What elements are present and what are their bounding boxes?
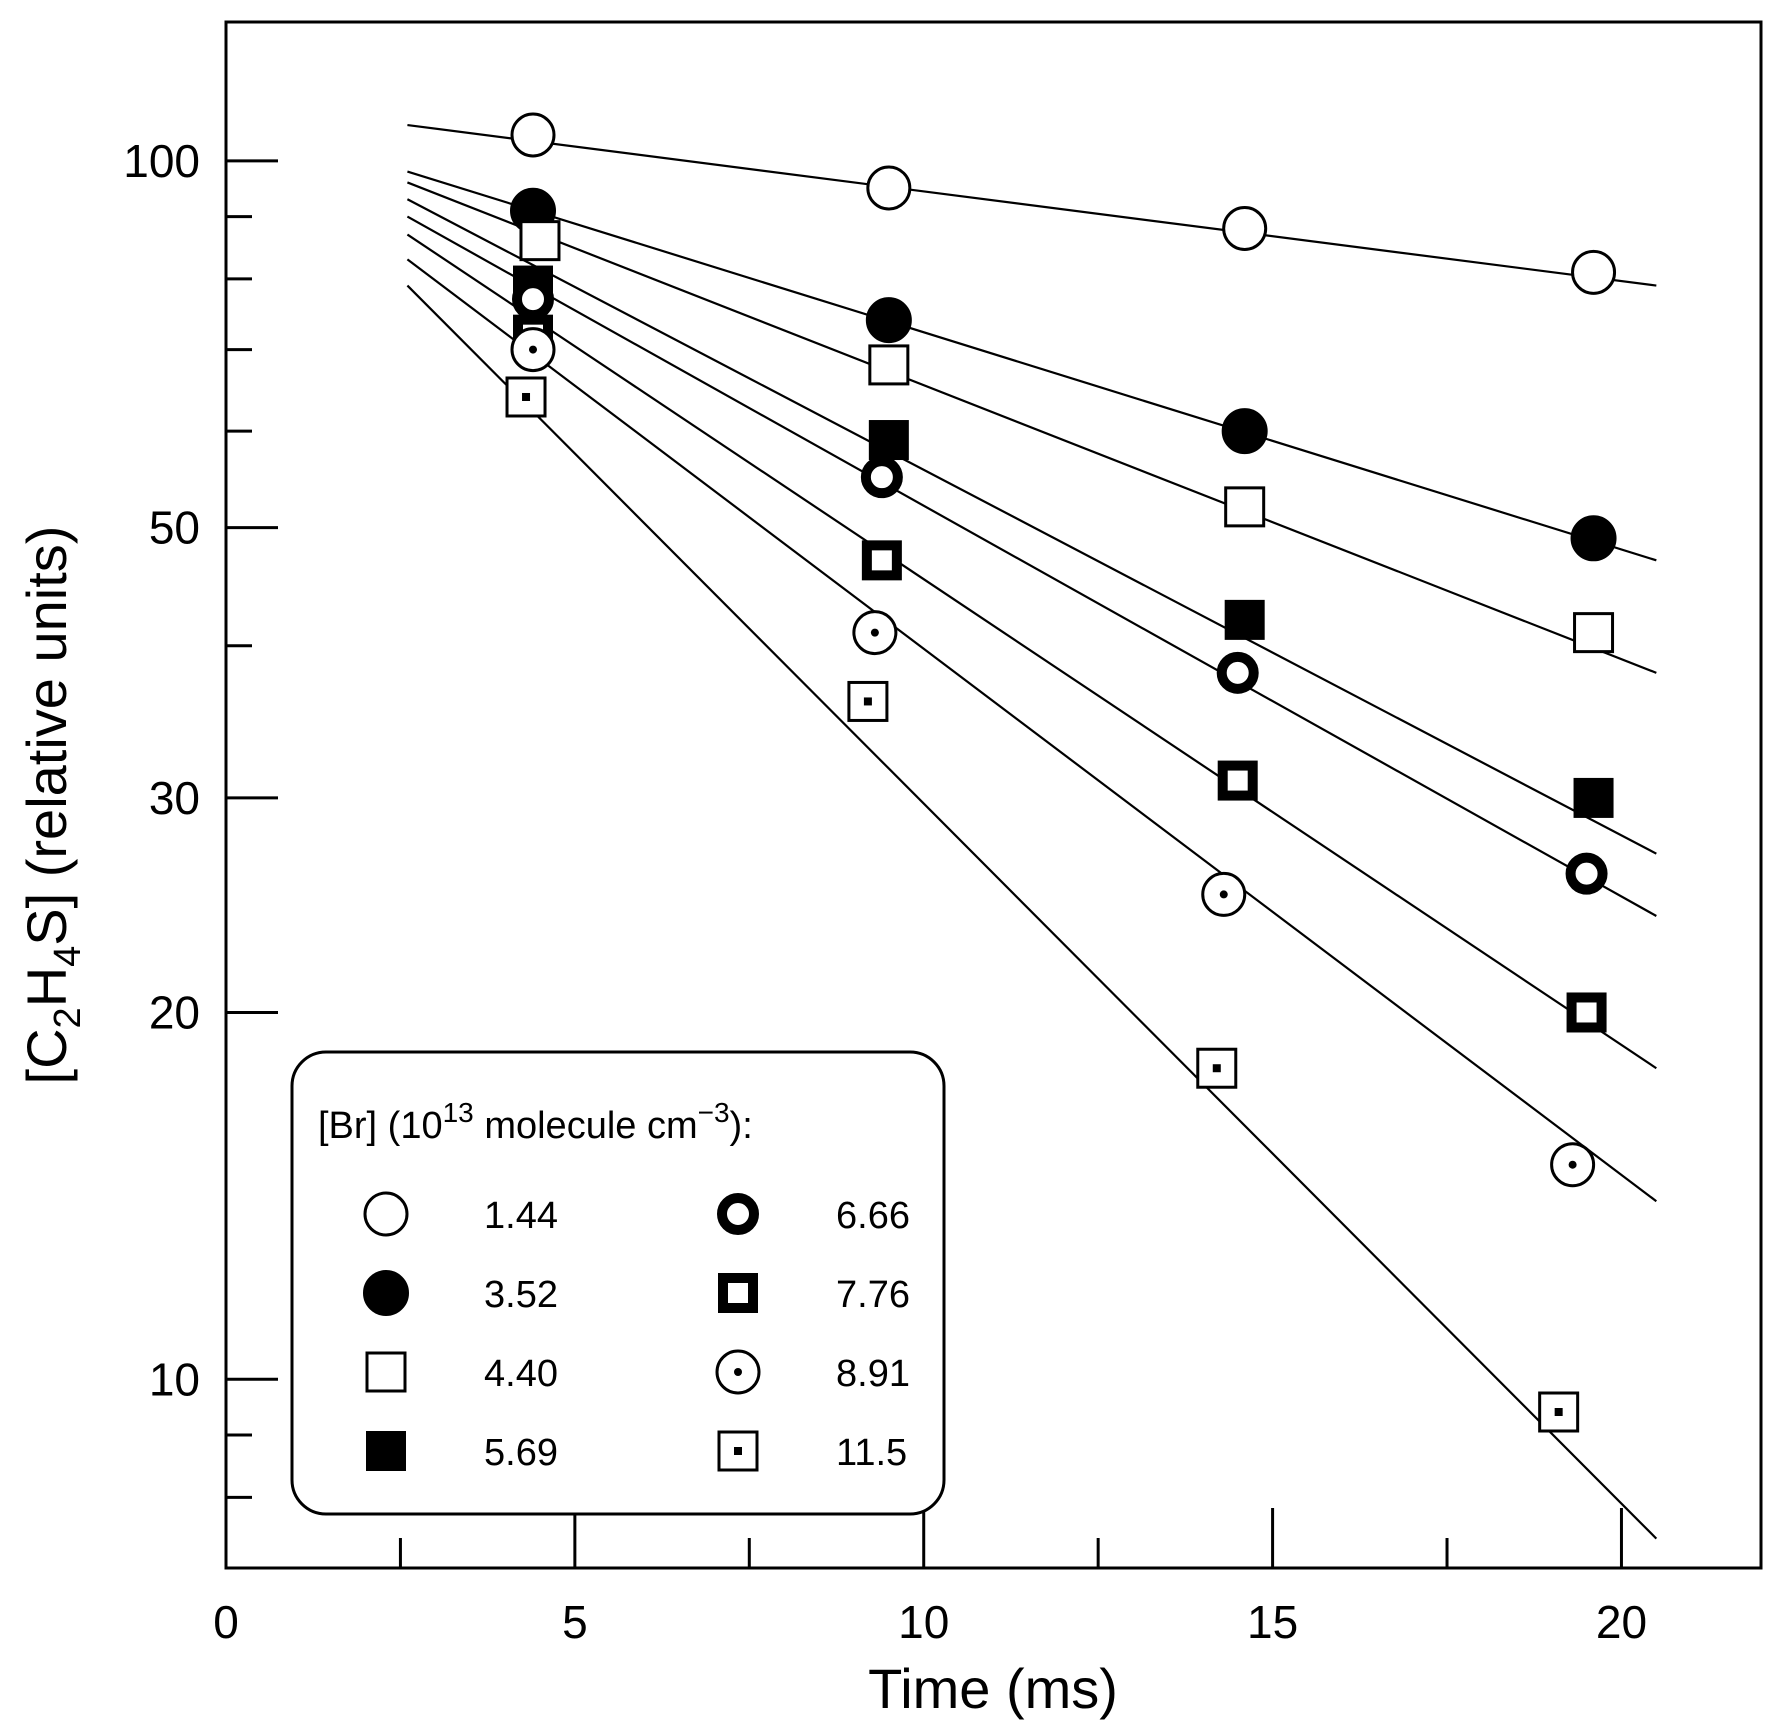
data-points — [505, 112, 1617, 1433]
legend-marker-1-44 — [363, 1191, 409, 1237]
legend-label: 1.44 — [484, 1195, 558, 1237]
data-point-4-40 — [1573, 612, 1615, 654]
x-tick-label: 5 — [562, 1596, 588, 1648]
data-point-6-66 — [1565, 852, 1608, 895]
y-tick-label: 30 — [149, 772, 200, 824]
data-point-11-5 — [1196, 1047, 1238, 1089]
legend-box — [290, 1050, 946, 1516]
data-point-4-40 — [519, 220, 561, 262]
y-tick-label: 50 — [149, 502, 200, 554]
fit-line-6-66 — [406, 215, 1657, 917]
data-point-1-44 — [1222, 205, 1268, 251]
fit-line-7-76 — [406, 233, 1657, 1070]
data-point-1-44 — [866, 165, 912, 211]
data-point-11-5 — [505, 376, 547, 418]
data-point-4-40 — [1224, 486, 1266, 528]
data-point-8-91 — [1550, 1142, 1596, 1188]
data-point-7-76 — [861, 540, 902, 581]
legend-marker-5-69 — [366, 1431, 406, 1471]
data-point-1-44 — [510, 112, 556, 158]
data-point-3-52 — [865, 297, 912, 344]
x-tick-label: 10 — [898, 1596, 949, 1648]
x-axis: 0 5 10 15 20 — [213, 1508, 1647, 1648]
legend-marker-3-52 — [363, 1270, 409, 1316]
data-point-11-5 — [847, 680, 889, 722]
legend-title: [Br] (1013 molecule cm−3): — [318, 1097, 753, 1147]
y-tick-label: 100 — [123, 135, 200, 187]
data-point-7-76 — [1217, 760, 1258, 801]
x-tick-label: 15 — [1247, 1596, 1298, 1648]
legend-label: 5.69 — [484, 1432, 558, 1474]
x-tick-label: 20 — [1596, 1596, 1647, 1648]
y-tick-label: 10 — [149, 1353, 200, 1405]
legend-label: 3.52 — [484, 1274, 558, 1316]
fit-line-3-52 — [407, 170, 1657, 562]
y-axis-title: [C2H4S] (relative units) — [15, 526, 89, 1085]
data-point-6-66 — [1216, 651, 1259, 694]
legend-marker-8-91 — [715, 1349, 761, 1395]
data-point-7-76 — [1566, 992, 1607, 1033]
data-point-5-69 — [868, 420, 909, 461]
plot-frame — [224, 20, 1763, 1570]
legend: [Br] (1013 molecule cm−3): 1.44 3.52 4.40 5… — [290, 1050, 946, 1516]
y-tick-label: 20 — [149, 986, 200, 1038]
legend-marker-4-40 — [365, 1351, 407, 1393]
fit-line-11-5 — [406, 284, 1658, 1540]
data-point-11-5 — [1538, 1391, 1580, 1433]
fit-lines — [406, 123, 1658, 1540]
data-point-4-40 — [868, 344, 910, 386]
legend-marker-11-5 — [717, 1430, 759, 1472]
legend-label: 11.5 — [836, 1432, 907, 1474]
fit-line-1-44 — [407, 123, 1657, 287]
data-point-8-91 — [1201, 871, 1247, 917]
fit-line-5-69 — [406, 198, 1657, 855]
data-point-6-66 — [512, 278, 554, 321]
data-point-3-52 — [1221, 408, 1268, 455]
fit-line-8-91 — [406, 258, 1658, 1203]
y-axis: 10 20 30 50 100 — [123, 135, 278, 1499]
data-point-1-44 — [1571, 249, 1617, 295]
data-point-8-91 — [510, 327, 556, 373]
data-point-6-66 — [860, 456, 903, 499]
data-point-3-52 — [1570, 515, 1617, 562]
legend-label: 8.91 — [836, 1353, 910, 1395]
x-tick-label: 0 — [213, 1596, 239, 1648]
legend-marker-6-66 — [717, 1193, 759, 1235]
data-point-5-69 — [1224, 599, 1265, 640]
data-point-8-91 — [852, 610, 898, 656]
legend-label: 6.66 — [836, 1195, 910, 1237]
legend-entries: 1.44 3.52 4.40 5.69 6.66 7.76 8.91 11.5 — [363, 1191, 910, 1474]
fit-line-4-40 — [407, 181, 1657, 674]
legend-marker-7-76 — [718, 1273, 758, 1313]
data-point-5-69 — [1573, 777, 1614, 818]
x-axis-title: Time (ms) — [868, 1657, 1118, 1720]
legend-label: 7.76 — [836, 1274, 910, 1316]
legend-label: 4.40 — [484, 1353, 558, 1395]
